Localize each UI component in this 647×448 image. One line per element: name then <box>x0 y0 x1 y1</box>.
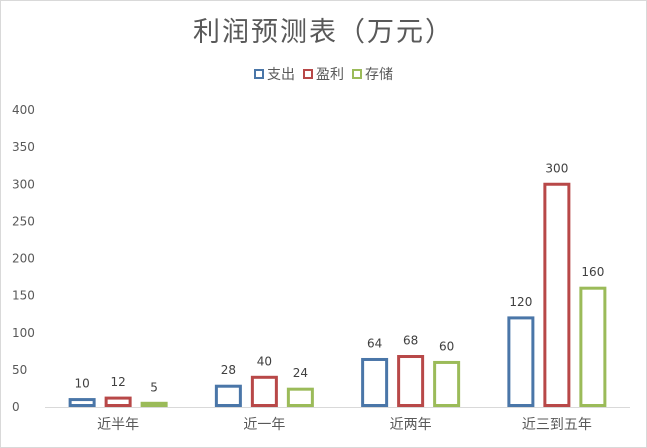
legend-swatch <box>352 69 362 79</box>
data-label: 64 <box>367 336 382 350</box>
data-label: 12 <box>110 375 125 389</box>
bar <box>543 182 571 407</box>
legend-swatch <box>303 69 313 79</box>
y-tick-label: 400 <box>12 103 35 117</box>
data-label: 10 <box>74 377 89 391</box>
bar <box>507 316 535 407</box>
bar <box>286 387 314 407</box>
data-label: 300 <box>545 161 568 175</box>
y-tick-label: 150 <box>12 289 35 303</box>
bar <box>68 398 96 408</box>
x-tick-label: 近三到五年 <box>522 417 592 433</box>
bar <box>250 375 278 407</box>
x-tick-label: 近半年 <box>97 417 139 433</box>
data-label: 60 <box>439 339 454 353</box>
y-tick-label: 350 <box>12 140 35 154</box>
legend-label: 存储 <box>365 67 393 83</box>
y-tick-label: 250 <box>12 214 35 228</box>
data-label: 5 <box>150 380 158 394</box>
chart-title: 利润预测表（万元） <box>193 17 454 48</box>
data-label: 24 <box>293 366 308 380</box>
data-label: 68 <box>403 334 418 348</box>
legend-item: 支出 <box>254 64 295 84</box>
bar <box>104 396 132 407</box>
legend-label: 支出 <box>267 67 295 83</box>
legend-label: 盈利 <box>316 67 344 83</box>
data-label: 28 <box>221 363 236 377</box>
legend-item: 盈利 <box>303 64 344 84</box>
y-tick-label: 0 <box>12 400 20 414</box>
x-tick-label: 近两年 <box>390 417 432 433</box>
y-tick-label: 50 <box>12 363 27 377</box>
data-label: 160 <box>581 265 604 279</box>
bar <box>361 357 389 408</box>
bar <box>433 360 461 408</box>
y-tick-label: 100 <box>12 326 35 340</box>
y-tick-label: 300 <box>12 177 35 191</box>
y-tick-label: 200 <box>12 252 35 266</box>
legend-item: 存储 <box>352 64 393 84</box>
bar <box>140 401 168 408</box>
data-label: 40 <box>257 354 272 368</box>
bar <box>397 355 425 408</box>
x-tick-label: 近一年 <box>243 417 285 433</box>
bar <box>579 286 607 408</box>
legend: 支出 盈利 存储 <box>0 64 647 84</box>
data-label: 120 <box>509 295 532 309</box>
bar <box>214 384 242 407</box>
legend-swatch <box>254 69 264 79</box>
